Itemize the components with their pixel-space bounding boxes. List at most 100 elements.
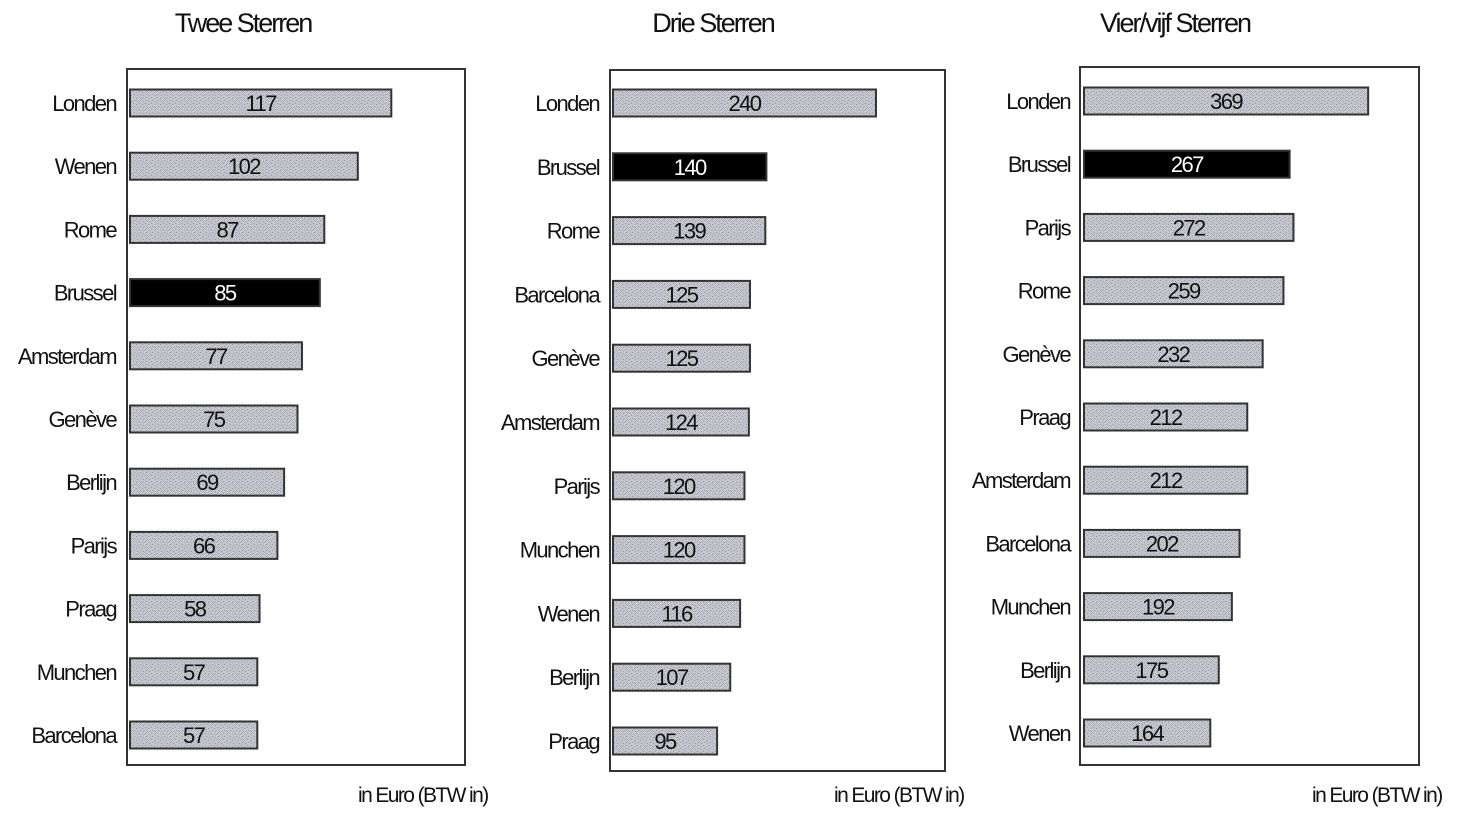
chart-title: Drie Sterren [652,8,776,38]
data-label: 125 [666,282,699,307]
category-label: Amsterdam [972,468,1070,493]
category-label: Wenen [538,601,600,626]
category-label: Wenen [1009,721,1071,746]
data-label: 120 [663,474,696,499]
bar [1083,718,1212,748]
data-label: 57 [183,723,206,748]
bar [129,594,261,624]
category-label: Parijs [1025,215,1072,240]
data-label: 87 [217,217,240,242]
bar [1083,465,1249,495]
category-label: Berlijn [549,665,599,690]
data-label: 116 [661,601,693,626]
category-label: Praag [1019,405,1070,430]
bar [1083,86,1370,116]
data-label: 140 [674,155,707,180]
category-label: Londen [535,91,599,116]
category-label: Barcelona [985,531,1072,556]
data-label: 102 [228,154,261,179]
bar [612,598,742,628]
bar [1083,402,1249,432]
category-label: Genève [49,407,118,432]
category-label: Wenen [55,154,117,179]
data-label: 124 [665,410,698,435]
data-label: 85 [214,281,237,306]
panel-twee-sterren: Twee Sterren Londen 117 Wenen 102 Rome 87 Brus… [0,0,489,815]
data-label: 272 [1173,215,1206,240]
bar-highlight [129,278,321,308]
bar [129,214,326,244]
bar [129,720,259,750]
plot-frame [1079,66,1420,766]
panel-drie-sterren: Drie Sterren Londen 240 Brussel 140 Rome 139 B… [480,0,970,815]
data-label: 232 [1157,342,1190,367]
bar [1083,212,1295,242]
category-label: Barcelona [514,282,601,307]
category-label: Parijs [554,474,601,499]
data-label: 95 [654,729,677,754]
category-label: Munchen [37,660,117,685]
axis-unit-label: in Euro (BTW in) [834,784,965,807]
category-label: Parijs [71,533,118,558]
bar [1083,592,1233,622]
bar [129,404,299,434]
bar [612,343,751,373]
data-label: 267 [1171,152,1204,177]
category-label: Brussel [537,155,600,180]
category-label: Munchen [520,538,600,563]
category-label: Amsterdam [18,344,116,369]
data-label: 107 [656,665,689,690]
category-label: Barcelona [31,723,118,748]
data-label: 77 [205,344,228,369]
category-label: Munchen [991,595,1071,620]
bar [612,726,719,756]
data-label: 139 [673,219,706,244]
bar [129,657,259,687]
bar [612,662,732,692]
data-label: 117 [246,91,278,116]
category-label: Rome [1018,279,1072,304]
bar-chart-drie-sterren: Londen 240 Brussel 140 Rome 139 Barcelona 125 Ge… [501,69,946,772]
data-label: 212 [1150,468,1183,493]
bar [129,530,279,560]
data-label: 240 [729,91,762,116]
category-label: Amsterdam [501,410,599,435]
bar-highlight [612,152,768,182]
axis-unit-label: in Euro (BTW in) [1312,784,1443,807]
data-label: 69 [196,470,219,495]
category-label: Genève [532,346,601,371]
data-label: 259 [1168,279,1201,304]
plot-frame [126,68,466,766]
data-label: 120 [663,538,696,563]
bar [612,279,751,309]
bar [612,471,746,501]
bar [612,216,767,246]
chart-title: Vier/vijf Sterren [1099,8,1252,38]
data-label: 369 [1210,89,1243,114]
category-label: Berlijn [1020,658,1070,683]
data-label: 66 [193,533,216,558]
bar [1083,276,1285,306]
bar-chart-vier-vijf-sterren: Londen 369 Brussel 267 Parijs 272 Rome 259 Genèv… [972,66,1420,766]
category-label: Rome [547,219,601,244]
bar [129,467,286,497]
category-label: Londen [1006,89,1070,114]
data-label: 57 [183,660,206,685]
bar [612,88,877,118]
bar [129,151,359,181]
chart-title: Twee Sterren [174,8,314,38]
bar [1083,339,1264,369]
data-label: 125 [666,346,699,371]
data-label: 212 [1150,405,1183,430]
bar-highlight [1083,149,1291,179]
panel-vier-vijf-sterren: Vier/vijf Sterren Londen 369 Brussel 267 Par… [960,0,1461,815]
bar [129,88,393,118]
bar [129,341,303,371]
bar-chart-twee-sterren: Londen 117 Wenen 102 Rome 87 Brussel 85 Amsterda… [18,68,466,766]
bar [1083,655,1220,685]
category-label: Praag [65,597,116,622]
category-label: Brussel [54,281,117,306]
axis-unit-label: in Euro (BTW in) [358,784,489,807]
data-label: 75 [203,407,226,432]
category-label: Brussel [1008,152,1071,177]
